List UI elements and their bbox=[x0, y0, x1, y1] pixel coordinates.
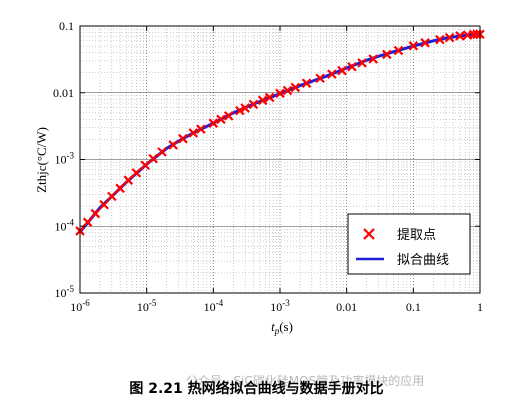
data-point-extracted bbox=[408, 41, 419, 51]
data-point-extracted bbox=[123, 175, 134, 185]
data-point-extracted bbox=[264, 92, 275, 103]
data-point-extracted bbox=[82, 217, 93, 227]
data-point-extracted bbox=[223, 111, 234, 121]
data-point-extracted bbox=[90, 208, 101, 219]
data-point-extracted bbox=[444, 32, 455, 43]
data-point-extracted bbox=[216, 114, 226, 125]
legend-marker-extracted-points bbox=[363, 228, 375, 240]
x-axis-label-unit: (s) bbox=[279, 319, 293, 334]
watermark: 公众号 · SiC碳化硅MOS管及功率模块的应用 bbox=[186, 374, 425, 388]
data-point-extracted bbox=[337, 65, 347, 76]
data-point-extracted bbox=[327, 69, 337, 79]
data-point-extracted bbox=[178, 133, 188, 144]
plot-area bbox=[75, 29, 485, 236]
data-point-extracted bbox=[157, 147, 167, 157]
data-point-extracted bbox=[235, 105, 245, 116]
data-point-extracted bbox=[115, 183, 125, 194]
y-tick-label: 10-5 bbox=[55, 284, 75, 300]
data-point-extracted bbox=[248, 99, 259, 110]
data-point-extracted bbox=[357, 58, 367, 68]
x-tick-label: 10-3 bbox=[270, 298, 290, 314]
data-point-extracted bbox=[140, 160, 150, 171]
data-point-extracted bbox=[435, 34, 445, 45]
legend-box bbox=[347, 213, 471, 275]
y-tick-label: 10-4 bbox=[55, 217, 75, 233]
x-axis-label: tp(s) bbox=[271, 319, 293, 336]
figure-caption: 图 2.21 热网络拟合曲线与数据手册对比 bbox=[129, 381, 384, 397]
x-tick-label: 10-6 bbox=[70, 298, 90, 314]
x-axis-label-subscript: p bbox=[274, 326, 280, 336]
legend: 提取点 拟合曲线 bbox=[347, 213, 471, 275]
x-tick-label: 10-4 bbox=[204, 298, 224, 314]
y-tick-label: 10-3 bbox=[55, 151, 75, 167]
data-point-extracted bbox=[420, 38, 430, 48]
data-point-extracted bbox=[382, 49, 392, 60]
data-point-extracted bbox=[315, 73, 325, 84]
data-point-extracted bbox=[347, 61, 357, 72]
data-point-extracted bbox=[148, 153, 158, 164]
series-line-fitted-curve bbox=[78, 32, 481, 233]
x-tick-label: 10-5 bbox=[137, 298, 157, 314]
data-point-extracted bbox=[131, 168, 142, 178]
y-tick-label: 0.01 bbox=[53, 86, 74, 100]
data-point-extracted bbox=[290, 82, 301, 93]
legend-label-extracted-points: 提取点 bbox=[397, 227, 436, 243]
x-tick-label: 0.01 bbox=[336, 300, 357, 314]
data-point-extracted bbox=[257, 95, 268, 106]
data-point-extracted bbox=[275, 88, 285, 99]
data-point-extracted bbox=[99, 199, 109, 210]
y-axis-label: Zthjc(°C/W) bbox=[34, 127, 49, 193]
data-point-extracted bbox=[455, 31, 465, 41]
data-point-extracted bbox=[393, 45, 404, 56]
axis-ticks: 10-6 10-5 10-4 10-3 0.01 0.1 110-510-410-30.01… bbox=[53, 19, 483, 314]
x-tick-label: 0.1 bbox=[406, 300, 421, 314]
x-axis-label-main: t bbox=[271, 319, 275, 334]
data-point-extracted bbox=[301, 78, 312, 88]
data-point-extracted bbox=[368, 54, 378, 64]
data-point-extracted bbox=[188, 128, 199, 138]
x-tick-label: 1 bbox=[477, 300, 483, 314]
data-point-extracted bbox=[107, 191, 117, 202]
data-point-extracted bbox=[240, 103, 250, 113]
data-point-extracted bbox=[168, 140, 178, 150]
y-tick-label: 0.1 bbox=[59, 19, 74, 33]
data-point-extracted bbox=[208, 118, 219, 128]
data-point-extracted bbox=[196, 124, 206, 134]
data-point-extracted bbox=[282, 85, 293, 96]
legend-label-fitted-curve: 拟合曲线 bbox=[397, 253, 449, 268]
legend-x-marker bbox=[363, 228, 375, 240]
